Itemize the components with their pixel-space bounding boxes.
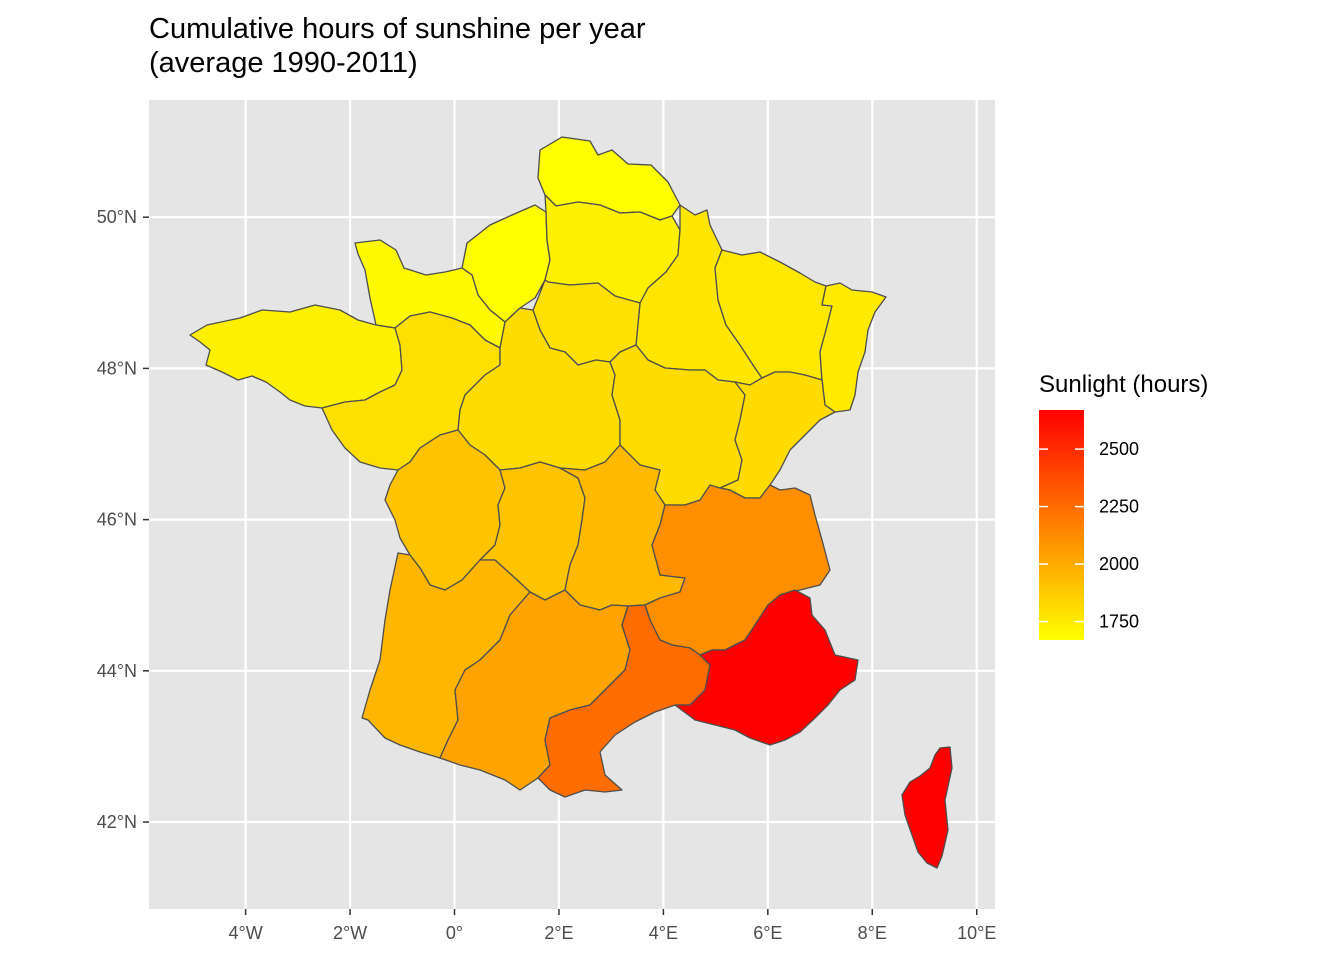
region-franche-comte	[719, 371, 836, 499]
chart-title: Cumulative hours of sunshine per year (a…	[149, 12, 645, 80]
x-axis: 4°W 2°W 0° 2°E 4°E 6°E 8°E 10°E	[229, 909, 996, 943]
region-alsace	[819, 282, 887, 413]
title-line-1: Cumulative hours of sunshine per year	[149, 13, 646, 45]
x-tick-label: 6°E	[753, 923, 782, 943]
x-tick-label: 2°W	[333, 923, 367, 943]
region-corse	[901, 746, 953, 869]
legend-colorbar	[1039, 410, 1084, 640]
y-tick-label: 44°N	[97, 661, 137, 681]
legend: Sunlight (hours) 2500 2250 2000 1750	[1039, 371, 1208, 640]
y-axis: 50°N 48°N 46°N 44°N 42°N	[97, 207, 149, 832]
x-tick-label: 2°E	[544, 923, 573, 943]
legend-label: 1750	[1099, 612, 1139, 632]
y-tick-label: 50°N	[97, 207, 137, 227]
region-languedoc-roussillon	[537, 604, 711, 798]
legend-title: Sunlight (hours)	[1039, 371, 1208, 398]
region-provence-alpes-cote-d-azur	[674, 589, 859, 746]
legend-label: 2250	[1099, 497, 1139, 517]
map-regions	[189, 136, 953, 869]
x-tick-label: 8°E	[858, 923, 887, 943]
x-tick-label: 10°E	[957, 923, 996, 943]
y-tick-label: 48°N	[97, 358, 137, 378]
x-tick-label: 0°	[446, 923, 463, 943]
legend-label: 2500	[1099, 439, 1139, 459]
x-tick-label: 4°W	[229, 923, 263, 943]
legend-label: 2000	[1099, 554, 1139, 574]
x-tick-label: 4°E	[649, 923, 678, 943]
y-tick-label: 42°N	[97, 812, 137, 832]
y-tick-label: 46°N	[97, 510, 137, 530]
title-line-2: (average 1990-2011)	[149, 47, 418, 79]
